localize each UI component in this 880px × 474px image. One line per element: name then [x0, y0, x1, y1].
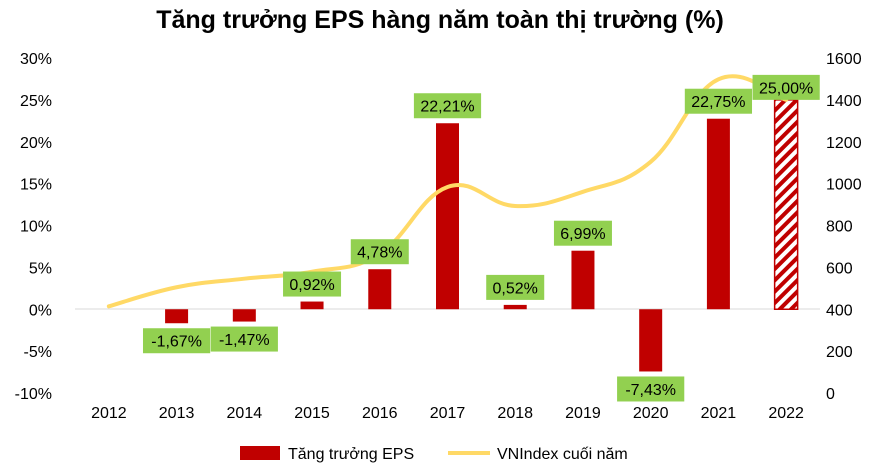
bar-2016: [368, 269, 391, 309]
chart-container: Tăng trưởng EPS hàng năm toàn thị trường…: [0, 0, 880, 469]
data-label: 25,00%: [759, 80, 813, 97]
eps-chart: Tăng trưởng EPS hàng năm toàn thị trường…: [0, 0, 880, 469]
right-tick-label: 1400: [826, 93, 862, 110]
x-tick-label: 2017: [430, 405, 466, 422]
left-tick-label: 15%: [20, 177, 52, 194]
right-tick-label: 400: [826, 302, 853, 319]
legend: Tăng trưởng EPS VNIndex cuối năm: [240, 446, 628, 463]
left-tick-label: 0%: [29, 302, 52, 319]
right-tick-label: 600: [826, 260, 853, 277]
x-tick-label: 2015: [294, 405, 330, 422]
bar-2019: [571, 251, 594, 310]
data-label: 6,99%: [560, 226, 605, 243]
x-tick-label: 2021: [701, 405, 737, 422]
bar-2018: [504, 305, 527, 309]
left-tick-label: -10%: [15, 386, 52, 403]
left-tick-label: 20%: [20, 135, 52, 152]
left-tick-label: 5%: [29, 260, 52, 277]
bar-2020: [639, 309, 662, 371]
x-axis: 2012 2013 2014 2015 2016 2017 2018 2019 2020 2021…: [91, 405, 804, 422]
x-tick-label: 2016: [362, 405, 398, 422]
left-tick-label: 30%: [20, 51, 52, 68]
data-label: -1,67%: [151, 334, 202, 351]
x-tick-label: 2012: [91, 405, 127, 422]
x-tick-label: 2013: [159, 405, 195, 422]
right-tick-label: 200: [826, 344, 853, 361]
data-label: -7,43%: [625, 382, 676, 399]
left-tick-label: -5%: [24, 344, 52, 361]
legend-line-label: VNIndex cuối năm: [497, 446, 628, 463]
bar-2015: [301, 302, 324, 310]
data-label: 4,78%: [357, 245, 402, 262]
right-tick-label: 0: [826, 386, 835, 403]
bar-2014: [233, 309, 256, 321]
data-label: 0,52%: [493, 280, 538, 297]
bar-2013: [165, 309, 188, 323]
bar-2017: [436, 123, 459, 309]
data-label: 22,21%: [420, 99, 474, 116]
left-tick-label: 10%: [20, 219, 52, 236]
right-tick-label: 1200: [826, 135, 862, 152]
x-tick-label: 2014: [227, 405, 263, 422]
x-tick-label: 2019: [565, 405, 601, 422]
bar-2022: [775, 100, 798, 309]
right-tick-label: 1600: [826, 51, 862, 68]
chart-title: Tăng trưởng EPS hàng năm toàn thị trường…: [156, 6, 724, 34]
data-label: 0,92%: [289, 277, 334, 294]
bar-2021: [707, 119, 730, 310]
left-tick-label: 25%: [20, 93, 52, 110]
x-tick-label: 2020: [633, 405, 669, 422]
right-tick-label: 800: [826, 219, 853, 236]
x-tick-label: 2022: [768, 405, 804, 422]
right-axis: 0 200 400 600 800 1000 1200 1400 1600: [826, 51, 862, 403]
data-label: -1,47%: [219, 332, 270, 349]
legend-bar-label: Tăng trưởng EPS: [288, 446, 414, 463]
data-label: 22,75%: [691, 94, 745, 111]
left-axis: -10% -5% 0% 5% 10% 15% 20% 25% 30%: [15, 51, 52, 403]
legend-bar-swatch: [240, 446, 280, 460]
x-tick-label: 2018: [497, 405, 533, 422]
right-tick-label: 1000: [826, 177, 862, 194]
